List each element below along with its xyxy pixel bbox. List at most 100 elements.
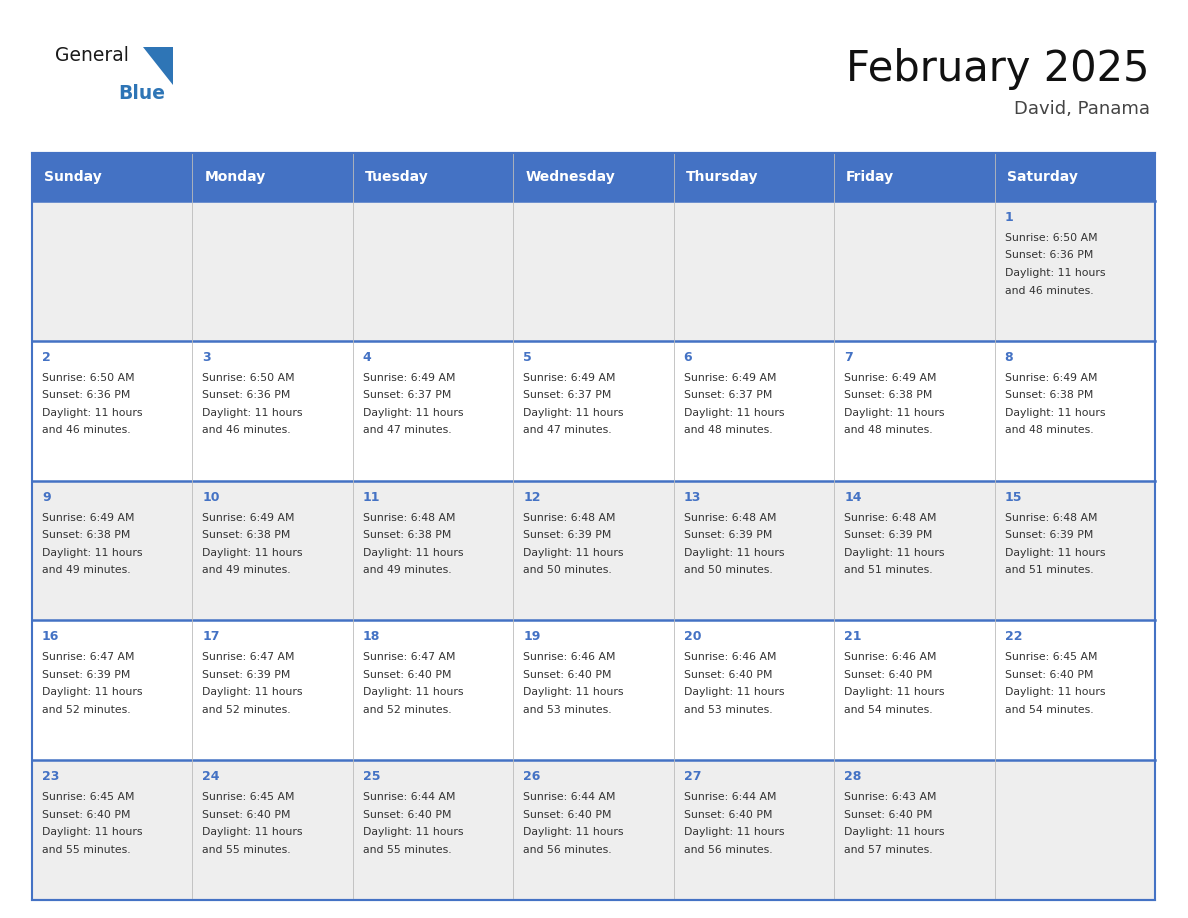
Text: Sunrise: 6:46 AM: Sunrise: 6:46 AM (845, 653, 936, 663)
Text: Sunrise: 6:49 AM: Sunrise: 6:49 AM (202, 512, 295, 522)
Text: and 48 minutes.: and 48 minutes. (684, 425, 772, 435)
Text: and 53 minutes.: and 53 minutes. (684, 705, 772, 715)
Text: 13: 13 (684, 490, 701, 504)
Text: Sunrise: 6:44 AM: Sunrise: 6:44 AM (523, 792, 615, 802)
Bar (32, 481, 1155, 621)
Text: Daylight: 11 hours: Daylight: 11 hours (1005, 688, 1105, 698)
Bar (32, 201, 1155, 341)
Text: Daylight: 11 hours: Daylight: 11 hours (42, 688, 143, 698)
Text: Sunrise: 6:48 AM: Sunrise: 6:48 AM (362, 512, 455, 522)
Text: 24: 24 (202, 770, 220, 783)
Text: Sunset: 6:37 PM: Sunset: 6:37 PM (684, 390, 772, 400)
Text: and 48 minutes.: and 48 minutes. (1005, 425, 1093, 435)
Text: and 46 minutes.: and 46 minutes. (42, 425, 131, 435)
Text: and 54 minutes.: and 54 minutes. (845, 705, 933, 715)
Text: Sunrise: 6:47 AM: Sunrise: 6:47 AM (202, 653, 295, 663)
Text: Daylight: 11 hours: Daylight: 11 hours (202, 408, 303, 418)
Text: and 55 minutes.: and 55 minutes. (202, 845, 291, 855)
Text: and 46 minutes.: and 46 minutes. (1005, 285, 1093, 296)
Text: Daylight: 11 hours: Daylight: 11 hours (1005, 268, 1105, 278)
Text: 21: 21 (845, 631, 861, 644)
Text: Sunset: 6:36 PM: Sunset: 6:36 PM (1005, 251, 1093, 261)
Text: 5: 5 (523, 351, 532, 364)
Text: Monday: Monday (204, 170, 266, 184)
Text: Sunrise: 6:44 AM: Sunrise: 6:44 AM (362, 792, 455, 802)
Text: Daylight: 11 hours: Daylight: 11 hours (202, 548, 303, 557)
Text: Daylight: 11 hours: Daylight: 11 hours (684, 827, 784, 837)
Text: Thursday: Thursday (685, 170, 758, 184)
Text: Sunset: 6:40 PM: Sunset: 6:40 PM (523, 810, 612, 820)
Text: 20: 20 (684, 631, 701, 644)
Text: Daylight: 11 hours: Daylight: 11 hours (845, 548, 944, 557)
Text: Sunrise: 6:48 AM: Sunrise: 6:48 AM (1005, 512, 1097, 522)
Text: Daylight: 11 hours: Daylight: 11 hours (42, 548, 143, 557)
Text: Sunrise: 6:48 AM: Sunrise: 6:48 AM (684, 512, 776, 522)
Text: Sunset: 6:37 PM: Sunset: 6:37 PM (362, 390, 451, 400)
Text: and 57 minutes.: and 57 minutes. (845, 845, 933, 855)
Text: Wednesday: Wednesday (525, 170, 615, 184)
Text: 1: 1 (1005, 211, 1013, 224)
Bar (32, 760, 1155, 900)
Text: 2: 2 (42, 351, 51, 364)
Text: Sunrise: 6:48 AM: Sunrise: 6:48 AM (523, 512, 615, 522)
Text: 10: 10 (202, 490, 220, 504)
Text: and 52 minutes.: and 52 minutes. (202, 705, 291, 715)
Text: 9: 9 (42, 490, 51, 504)
Text: Daylight: 11 hours: Daylight: 11 hours (845, 827, 944, 837)
Text: Sunset: 6:40 PM: Sunset: 6:40 PM (684, 670, 772, 680)
Text: Tuesday: Tuesday (365, 170, 429, 184)
Text: and 49 minutes.: and 49 minutes. (362, 565, 451, 575)
Text: Daylight: 11 hours: Daylight: 11 hours (202, 688, 303, 698)
Text: and 56 minutes.: and 56 minutes. (684, 845, 772, 855)
Text: Friday: Friday (846, 170, 895, 184)
Text: and 50 minutes.: and 50 minutes. (684, 565, 772, 575)
Text: Daylight: 11 hours: Daylight: 11 hours (202, 827, 303, 837)
Text: and 52 minutes.: and 52 minutes. (362, 705, 451, 715)
Text: Sunrise: 6:47 AM: Sunrise: 6:47 AM (362, 653, 455, 663)
Text: General: General (55, 46, 128, 65)
Text: Sunrise: 6:49 AM: Sunrise: 6:49 AM (845, 373, 936, 383)
Text: 7: 7 (845, 351, 853, 364)
Text: 23: 23 (42, 770, 59, 783)
Text: and 50 minutes.: and 50 minutes. (523, 565, 612, 575)
Text: 11: 11 (362, 490, 380, 504)
Text: 12: 12 (523, 490, 541, 504)
Text: 27: 27 (684, 770, 701, 783)
Text: 16: 16 (42, 631, 59, 644)
Text: 14: 14 (845, 490, 861, 504)
Text: Sunrise: 6:47 AM: Sunrise: 6:47 AM (42, 653, 134, 663)
Text: Daylight: 11 hours: Daylight: 11 hours (684, 688, 784, 698)
Text: Sunset: 6:39 PM: Sunset: 6:39 PM (202, 670, 291, 680)
Text: Daylight: 11 hours: Daylight: 11 hours (845, 688, 944, 698)
Text: and 54 minutes.: and 54 minutes. (1005, 705, 1093, 715)
Text: Daylight: 11 hours: Daylight: 11 hours (684, 408, 784, 418)
Text: Sunset: 6:38 PM: Sunset: 6:38 PM (42, 530, 131, 540)
Text: Sunset: 6:39 PM: Sunset: 6:39 PM (1005, 530, 1093, 540)
Text: Sunday: Sunday (44, 170, 102, 184)
Text: and 55 minutes.: and 55 minutes. (362, 845, 451, 855)
Text: and 55 minutes.: and 55 minutes. (42, 845, 131, 855)
Text: and 52 minutes.: and 52 minutes. (42, 705, 131, 715)
Text: Sunset: 6:40 PM: Sunset: 6:40 PM (202, 810, 291, 820)
Text: Sunset: 6:36 PM: Sunset: 6:36 PM (42, 390, 131, 400)
Text: Sunrise: 6:46 AM: Sunrise: 6:46 AM (523, 653, 615, 663)
Text: 6: 6 (684, 351, 693, 364)
Text: Sunset: 6:40 PM: Sunset: 6:40 PM (362, 670, 451, 680)
Text: Sunset: 6:40 PM: Sunset: 6:40 PM (845, 670, 933, 680)
Text: Sunrise: 6:49 AM: Sunrise: 6:49 AM (684, 373, 776, 383)
Text: Sunset: 6:40 PM: Sunset: 6:40 PM (1005, 670, 1093, 680)
Text: Sunset: 6:40 PM: Sunset: 6:40 PM (523, 670, 612, 680)
Text: Sunrise: 6:50 AM: Sunrise: 6:50 AM (42, 373, 134, 383)
Text: Sunrise: 6:43 AM: Sunrise: 6:43 AM (845, 792, 936, 802)
Text: Daylight: 11 hours: Daylight: 11 hours (42, 408, 143, 418)
Text: Daylight: 11 hours: Daylight: 11 hours (523, 688, 624, 698)
Text: Sunset: 6:36 PM: Sunset: 6:36 PM (202, 390, 291, 400)
Text: Daylight: 11 hours: Daylight: 11 hours (523, 408, 624, 418)
Text: 22: 22 (1005, 631, 1022, 644)
Text: Saturday: Saturday (1006, 170, 1078, 184)
Text: Daylight: 11 hours: Daylight: 11 hours (362, 688, 463, 698)
Text: Sunset: 6:40 PM: Sunset: 6:40 PM (684, 810, 772, 820)
Text: and 47 minutes.: and 47 minutes. (362, 425, 451, 435)
Bar (32, 153, 1155, 201)
Text: 28: 28 (845, 770, 861, 783)
